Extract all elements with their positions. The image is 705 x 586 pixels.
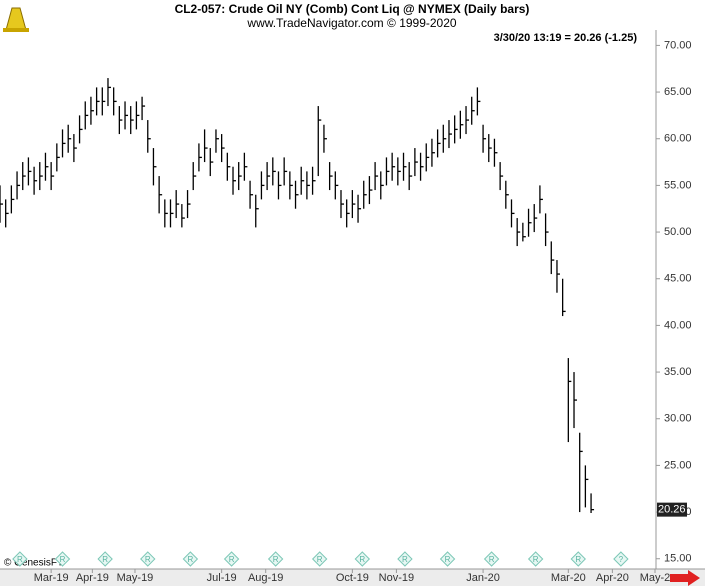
event-marker bbox=[140, 551, 156, 567]
chart-subtitle: www.TradeNavigator.com © 1999-2020 bbox=[246, 16, 456, 30]
last-price-box bbox=[657, 502, 687, 517]
event-marker-label: R bbox=[60, 555, 66, 564]
event-marker-label: ? bbox=[619, 555, 624, 564]
x-tick-label: Apr-20 bbox=[596, 572, 629, 584]
y-tick-label: 25.00 bbox=[664, 459, 692, 471]
event-marker-label: R bbox=[533, 555, 539, 564]
event-marker-label: R bbox=[187, 555, 193, 564]
y-tick-label: 45.00 bbox=[664, 273, 692, 285]
event-marker-label: R bbox=[359, 555, 365, 564]
y-tick-label: 30.00 bbox=[664, 413, 692, 425]
x-tick-label: Nov-19 bbox=[379, 572, 414, 584]
event-marker bbox=[527, 551, 544, 567]
annotation: 3/30/20 13:19 = 20.26 (-1.25) bbox=[494, 32, 638, 44]
event-marker-label: R bbox=[575, 555, 581, 564]
y-tick-label: 70.00 bbox=[664, 39, 692, 51]
event-marker bbox=[613, 551, 629, 567]
x-tick-label: May-2 bbox=[640, 572, 671, 584]
event-marker bbox=[267, 551, 284, 567]
event-marker-label: R bbox=[317, 555, 323, 564]
event-marker-label: R bbox=[17, 555, 23, 564]
event-marker bbox=[570, 551, 586, 567]
x-tick-label: Apr-19 bbox=[76, 572, 109, 584]
y-tick-label: 50.00 bbox=[664, 226, 692, 238]
event-marker-label: R bbox=[273, 555, 279, 564]
last-price-label: 20.26 bbox=[658, 504, 686, 516]
x-tick-label: Mar-19 bbox=[34, 572, 69, 584]
y-tick-label: 35.00 bbox=[664, 366, 692, 378]
x-tick-label: Oct-19 bbox=[336, 572, 369, 584]
x-tick-label: Mar-20 bbox=[551, 572, 586, 584]
logo bbox=[3, 7, 29, 32]
event-marker-label: R bbox=[102, 555, 108, 564]
x-tick-label: Aug-19 bbox=[248, 572, 283, 584]
event-marker-label: R bbox=[445, 555, 451, 564]
event-marker bbox=[311, 551, 328, 567]
event-marker bbox=[54, 551, 71, 567]
x-tick-label: Jan-20 bbox=[466, 572, 500, 584]
event-marker bbox=[397, 551, 413, 567]
chart-title: CL2-057: Crude Oil NY (Comb) Cont Liq @ … bbox=[175, 2, 530, 16]
event-marker-label: R bbox=[402, 555, 408, 564]
event-marker bbox=[182, 551, 199, 567]
event-marker bbox=[223, 551, 240, 567]
y-tick-label: 15.00 bbox=[664, 553, 692, 565]
x-axis-band bbox=[0, 569, 705, 586]
event-marker-label: R bbox=[145, 555, 151, 564]
scroll-arrow[interactable] bbox=[670, 570, 700, 586]
y-tick-label: 65.00 bbox=[664, 86, 692, 98]
y-tick-label: 40.00 bbox=[664, 319, 692, 331]
credit: © GenesisFT bbox=[4, 558, 63, 569]
event-marker bbox=[12, 551, 28, 567]
event-marker bbox=[354, 551, 371, 567]
x-tick-label: Jul-19 bbox=[207, 572, 237, 584]
event-marker-label: R bbox=[489, 555, 495, 564]
y-tick-label: 60.00 bbox=[664, 133, 692, 145]
x-tick-label: May-19 bbox=[117, 572, 154, 584]
event-marker bbox=[97, 551, 113, 567]
event-marker-label: R bbox=[229, 555, 235, 564]
y-tick-label: 55.00 bbox=[664, 179, 692, 191]
event-marker bbox=[439, 551, 456, 567]
event-marker bbox=[483, 551, 500, 567]
